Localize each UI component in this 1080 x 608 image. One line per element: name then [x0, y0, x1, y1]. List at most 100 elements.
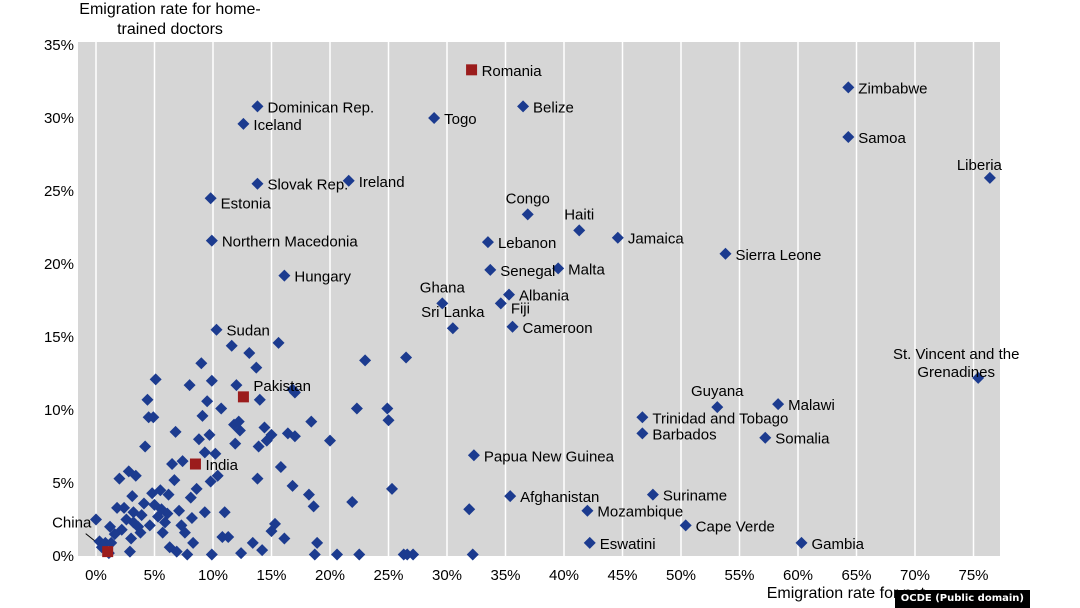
data-point-dominican-rep [251, 100, 264, 113]
point-label-fiji: Fiji [511, 300, 530, 317]
data-point-estonia [204, 192, 217, 205]
data-point [278, 532, 291, 545]
data-point [162, 488, 175, 501]
point-label-china: China [52, 515, 92, 532]
point-label-jamaica: Jamaica [628, 231, 685, 248]
data-point [218, 506, 231, 519]
data-point-northern-macedonia [205, 234, 218, 247]
data-point [190, 482, 203, 495]
point-label-slovak-rep: Slovak Rep. [267, 177, 348, 194]
data-point [201, 395, 214, 408]
data-point [230, 379, 243, 392]
data-point [256, 544, 269, 557]
point-label-sierra-leone: Sierra Leone [735, 247, 821, 264]
point-label-hungary: Hungary [294, 269, 351, 286]
data-point [307, 500, 320, 513]
data-point [203, 428, 216, 441]
data-point-congo [521, 208, 534, 221]
point-label-congo: Congo [506, 190, 550, 207]
data-point-mozambique [581, 504, 594, 517]
data-point [156, 526, 169, 539]
data-point [115, 523, 128, 536]
data-point [154, 484, 167, 497]
data-point [222, 531, 235, 544]
data-point-guyana [711, 401, 724, 414]
point-label-dominican-rep: Dominican Rep. [267, 99, 374, 116]
data-point [195, 357, 208, 370]
y-tick-label: 15% [44, 329, 74, 346]
data-point-malawi [772, 398, 785, 411]
data-point [211, 469, 224, 482]
data-point [176, 455, 189, 468]
data-point [331, 548, 344, 561]
x-tick-label: 0% [85, 567, 107, 584]
data-point-sri-lanka [446, 322, 459, 335]
data-point [134, 526, 147, 539]
data-point [463, 503, 476, 516]
data-point-eswatini [583, 536, 596, 549]
data-point [139, 440, 152, 453]
data-point-afghanistan [504, 490, 517, 503]
data-point [302, 488, 315, 501]
data-point [359, 354, 372, 367]
point-label-haiti: Haiti [564, 206, 594, 223]
data-point [113, 472, 126, 485]
point-labels: Romania Zimbabwe Dominican Rep. Belize Icela… [52, 63, 1019, 553]
point-label-trinidad-and-tobago: Trinidad and Tobago [652, 410, 788, 427]
data-point [185, 512, 198, 525]
y-tick-label: 5% [52, 475, 74, 492]
point-label-romania: Romania [482, 63, 543, 80]
x-tick-label: 50% [666, 567, 696, 584]
data-point [198, 446, 211, 459]
data-point [346, 495, 359, 508]
data-point-slovak-rep [251, 177, 264, 190]
point-label-sudan: Sudan [227, 323, 270, 340]
x-tick-label: 60% [783, 567, 813, 584]
data-point-hungary [278, 269, 291, 282]
point-label-gambia: Gambia [812, 536, 865, 553]
data-point [147, 411, 160, 424]
point-label-ghana: Ghana [420, 279, 466, 296]
x-tick-label: 40% [549, 567, 579, 584]
data-point [382, 414, 395, 427]
data-point [170, 545, 183, 558]
data-points [90, 64, 996, 561]
point-label-pakistan: Pakistan [253, 378, 311, 395]
data-point [205, 548, 218, 561]
data-point [305, 415, 318, 428]
data-point [286, 479, 299, 492]
y-tick-label: 10% [44, 402, 74, 419]
data-point [251, 472, 264, 485]
data-point [215, 402, 228, 415]
x-tick-label: 30% [432, 567, 462, 584]
point-label-malawi: Malawi [788, 397, 835, 414]
data-point [173, 504, 186, 517]
data-point [159, 516, 172, 529]
data-point [166, 458, 179, 471]
point-label-mozambique: Mozambique [597, 504, 683, 521]
data-point-cameroon [506, 320, 519, 333]
data-point-gambia [795, 536, 808, 549]
data-point [111, 501, 124, 514]
data-point [311, 536, 324, 549]
data-point [198, 506, 211, 519]
data-point [274, 460, 287, 473]
data-point-romania [466, 64, 478, 76]
data-point [155, 503, 168, 516]
data-point-trinidad-and-tobago [636, 411, 649, 424]
plot-background [78, 42, 1000, 556]
data-point [233, 424, 246, 437]
point-label-afghanistan: Afghanistan [520, 489, 599, 506]
y-tick-label: 0% [52, 548, 74, 565]
data-point [184, 491, 197, 504]
data-point [149, 373, 162, 386]
data-point-pakistan [237, 391, 249, 403]
data-point-india [189, 458, 201, 470]
data-point-ghana [436, 297, 449, 310]
data-point-senegal [484, 263, 497, 276]
data-point [269, 517, 282, 530]
data-point [225, 339, 238, 352]
data-point-st-vincent-and-the-grenadines [972, 371, 985, 384]
data-point [209, 447, 222, 460]
data-point [381, 402, 394, 415]
